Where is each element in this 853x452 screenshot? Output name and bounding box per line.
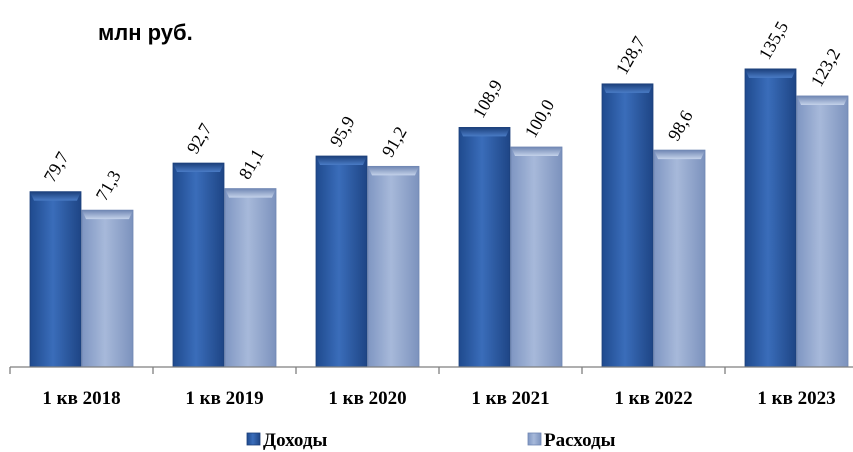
value-label-dohody-1-кв-2020: 95,9 [326, 113, 359, 150]
bar-body [367, 165, 420, 368]
bar-body [224, 188, 277, 368]
value-labels-layer: 79,7 71,3 92,7 81,1 95,9 91,2 108,9 100,0 128,7 9… [40, 18, 845, 204]
bar-dohody-1-кв-2022 [601, 83, 654, 368]
bar-cap [797, 95, 848, 105]
category-label-1-кв-2022: 1 кв 2022 [614, 388, 692, 409]
unit-label: млн руб. [98, 20, 193, 45]
x-axis-ticks [9, 367, 726, 374]
bar-rashody-1-кв-2020 [367, 165, 420, 368]
value-label-rashody-1-кв-2023: 123,2 [807, 45, 845, 90]
bar-cap [511, 147, 562, 156]
bar-cap [30, 191, 81, 201]
bar-body [81, 209, 134, 368]
category-label-1-кв-2023: 1 кв 2023 [757, 388, 835, 409]
legend-label-dohody: Доходы [263, 430, 327, 451]
bar-body [29, 191, 82, 368]
bar-rashody-1-кв-2019 [224, 188, 277, 368]
bar-cap [654, 150, 705, 160]
value-label-rashody-1-кв-2021: 100,0 [521, 96, 559, 141]
bar-cap [173, 163, 224, 173]
value-label-dohody-1-кв-2022: 128,7 [612, 33, 650, 78]
legend-swatch-rashody [527, 432, 542, 446]
bar-dohody-1-кв-2019 [172, 162, 225, 368]
bar-cap [745, 68, 796, 78]
value-label-dohody-1-кв-2018: 79,7 [40, 148, 73, 185]
bar-cap [602, 83, 653, 93]
bar-cap [225, 188, 276, 198]
bar-body [510, 146, 563, 368]
value-label-dohody-1-кв-2019: 92,7 [183, 120, 216, 157]
bar-body [172, 162, 225, 368]
bar-body [653, 149, 706, 368]
value-label-rashody-1-кв-2018: 71,3 [92, 167, 125, 204]
category-label-1-кв-2019: 1 кв 2019 [185, 388, 263, 409]
value-label-rashody-1-кв-2022: 98,6 [664, 107, 697, 144]
category-label-1-кв-2021: 1 кв 2021 [471, 388, 549, 409]
bar-rashody-1-кв-2018 [81, 209, 134, 368]
legend-label-rashody: Расходы [544, 430, 616, 451]
bar-body [315, 155, 368, 368]
bar-rashody-1-кв-2021 [510, 146, 563, 368]
legend-swatch-dohody [246, 432, 261, 446]
category-label-1-кв-2018: 1 кв 2018 [42, 388, 120, 409]
bar-body [458, 127, 511, 368]
bar-body [744, 68, 797, 368]
bar-dohody-1-кв-2021 [458, 127, 511, 368]
bar-body [601, 83, 654, 368]
category-labels: 1 кв 2018 1 кв 2019 1 кв 2020 1 кв 2021 1 кв… [42, 388, 835, 409]
value-label-dohody-1-кв-2023: 135,5 [755, 18, 793, 63]
bar-rashody-1-кв-2022 [653, 149, 706, 368]
category-label-1-кв-2020: 1 кв 2020 [328, 388, 406, 409]
bar-cap [368, 166, 419, 176]
value-label-rashody-1-кв-2020: 91,2 [378, 123, 411, 160]
value-label-dohody-1-кв-2021: 108,9 [469, 76, 507, 121]
bars-layer [29, 68, 849, 368]
bar-cap [459, 127, 510, 137]
value-label-rashody-1-кв-2019: 81,1 [235, 145, 268, 182]
bar-cap [82, 210, 133, 220]
bar-rashody-1-кв-2023 [796, 95, 849, 368]
bar-body [796, 95, 849, 368]
bar-dohody-1-кв-2020 [315, 155, 368, 368]
bar-dohody-1-кв-2018 [29, 191, 82, 368]
legend: Доходы Расходы [246, 430, 616, 451]
bar-cap [316, 156, 367, 166]
bar-dohody-1-кв-2023 [744, 68, 797, 368]
